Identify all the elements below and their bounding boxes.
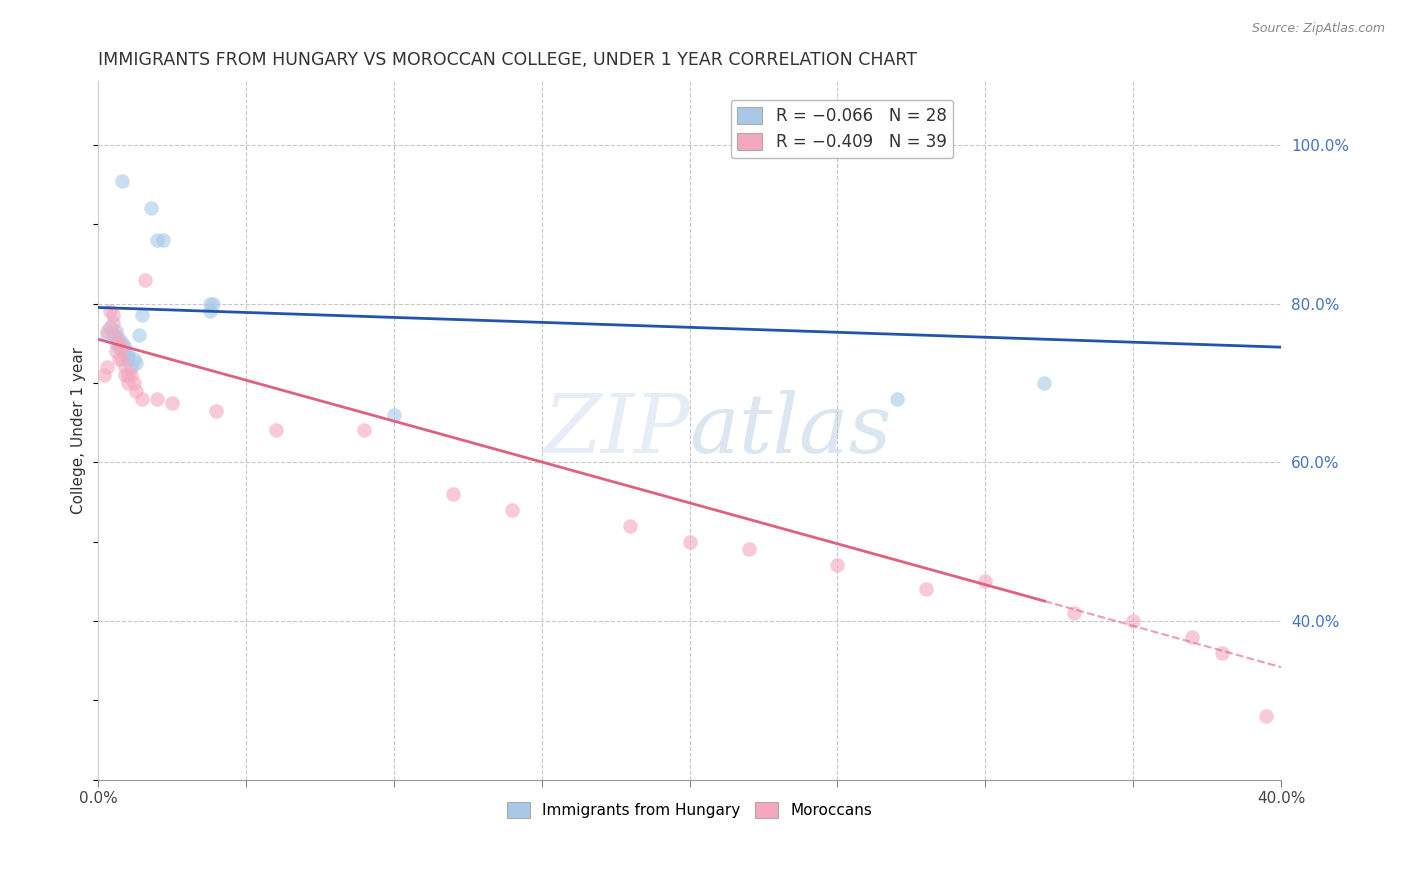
Point (1181, 630, 1204, 644)
Point (202, 296, 225, 310)
Point (678, 534, 700, 549)
Point (886, 392, 908, 406)
Point (128, 328, 150, 343)
Point (101, 309, 124, 323)
Point (104, 324, 127, 338)
Point (1256, 709, 1278, 723)
Point (111, 336, 134, 351)
Point (96, 324, 118, 338)
Text: IMMIGRANTS FROM HUNGARY VS MOROCCAN COLLEGE, UNDER 1 YEAR CORRELATION CHART: IMMIGRANTS FROM HUNGARY VS MOROCCAN COLL… (98, 51, 917, 69)
Point (131, 392, 153, 406)
Point (146, 233, 169, 247)
Point (101, 328, 124, 343)
Point (134, 273, 156, 287)
Point (96, 359, 118, 374)
Point (160, 395, 183, 409)
Text: Source: ZipAtlas.com: Source: ZipAtlas.com (1251, 22, 1385, 36)
Point (104, 336, 127, 351)
Y-axis label: College, Under 1 year: College, Under 1 year (72, 347, 86, 514)
Point (107, 340, 129, 354)
Point (353, 424, 375, 438)
Point (122, 376, 145, 390)
Point (205, 403, 228, 417)
Point (1063, 606, 1085, 620)
Point (915, 582, 938, 597)
Point (117, 352, 139, 367)
Legend: Immigrants from Hungary, Moroccans: Immigrants from Hungary, Moroccans (501, 797, 879, 824)
Point (101, 317, 124, 331)
Point (441, 487, 464, 501)
Point (98, 304, 121, 318)
Point (125, 356, 148, 370)
Point (200, 304, 222, 318)
Point (827, 558, 849, 573)
Point (501, 503, 523, 517)
Text: ZIP: ZIP (543, 391, 689, 470)
Text: atlas: atlas (689, 391, 891, 470)
Point (111, 344, 134, 359)
Point (114, 368, 136, 382)
Point (96, 328, 118, 343)
Point (146, 392, 169, 406)
Point (1033, 376, 1056, 390)
Point (125, 384, 148, 398)
Point (114, 348, 136, 362)
Point (120, 359, 142, 374)
Point (114, 340, 136, 354)
Point (117, 368, 139, 382)
Point (114, 359, 136, 374)
Point (107, 332, 129, 346)
Point (107, 352, 129, 367)
Point (120, 368, 142, 382)
Point (131, 309, 153, 323)
Point (117, 348, 139, 362)
Point (619, 518, 641, 533)
Point (264, 424, 287, 438)
Point (104, 328, 127, 343)
Point (98, 320, 121, 334)
Point (93, 368, 115, 382)
Point (1122, 614, 1144, 628)
Point (111, 173, 134, 187)
Point (974, 574, 997, 589)
Point (104, 344, 127, 359)
Point (1211, 646, 1233, 660)
Point (152, 233, 174, 247)
Point (111, 352, 134, 367)
Point (111, 340, 134, 354)
Point (107, 336, 129, 351)
Point (200, 296, 222, 310)
Point (382, 408, 405, 422)
Point (738, 542, 761, 557)
Point (141, 202, 163, 216)
Point (117, 376, 139, 390)
Point (122, 352, 145, 367)
